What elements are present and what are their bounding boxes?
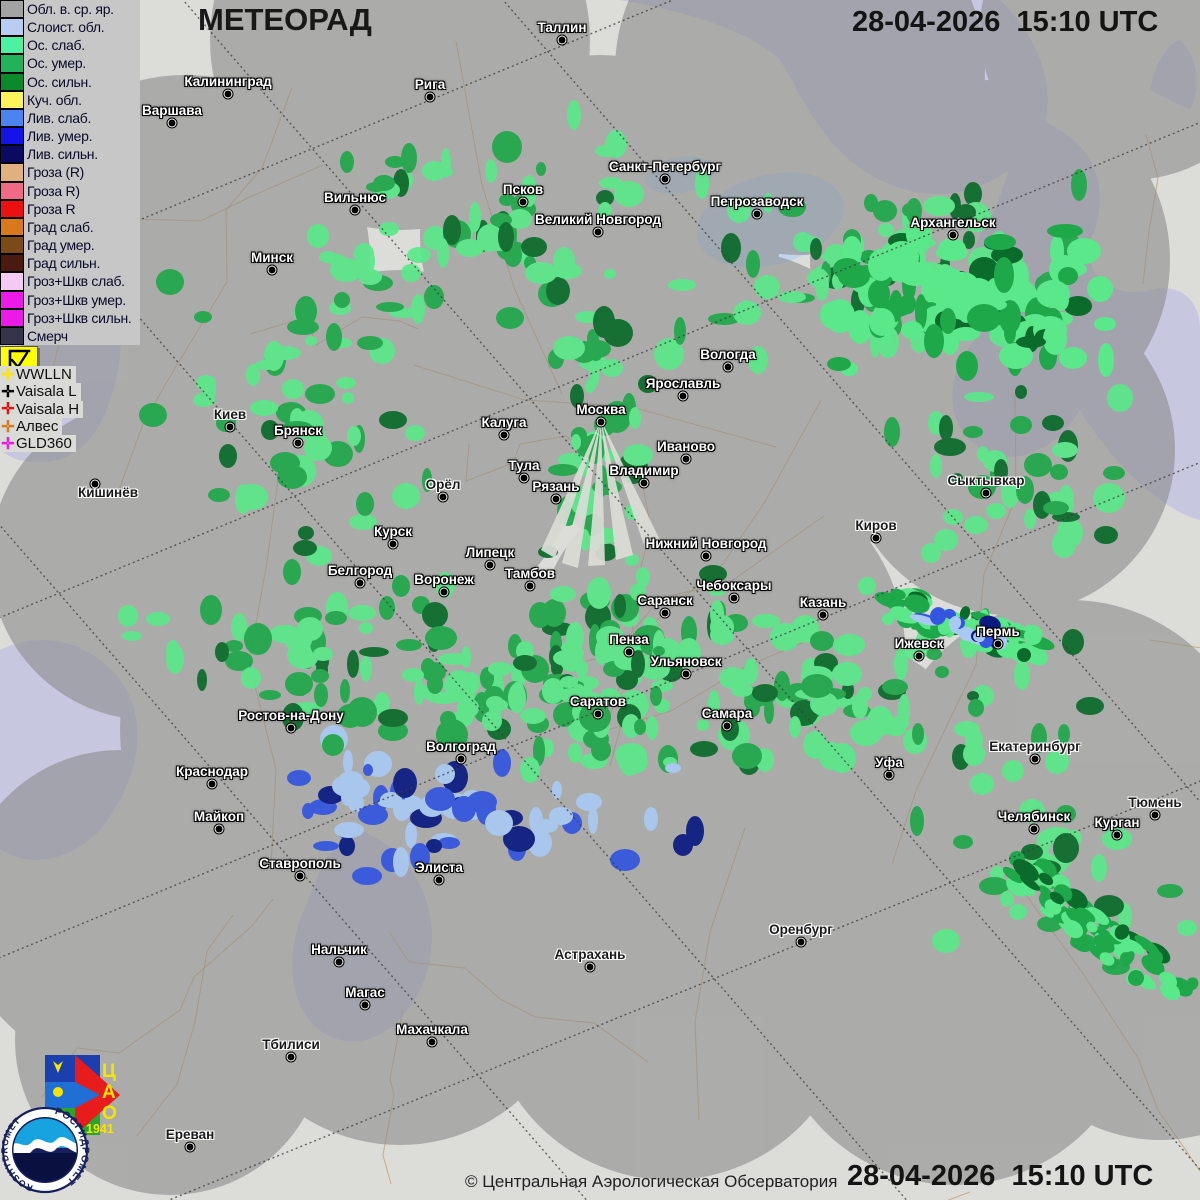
svg-text:О: О xyxy=(102,1103,117,1124)
svg-text:1941: 1941 xyxy=(86,1122,114,1136)
svg-text:А: А xyxy=(102,1082,116,1103)
svg-text:Ц: Ц xyxy=(102,1061,116,1082)
